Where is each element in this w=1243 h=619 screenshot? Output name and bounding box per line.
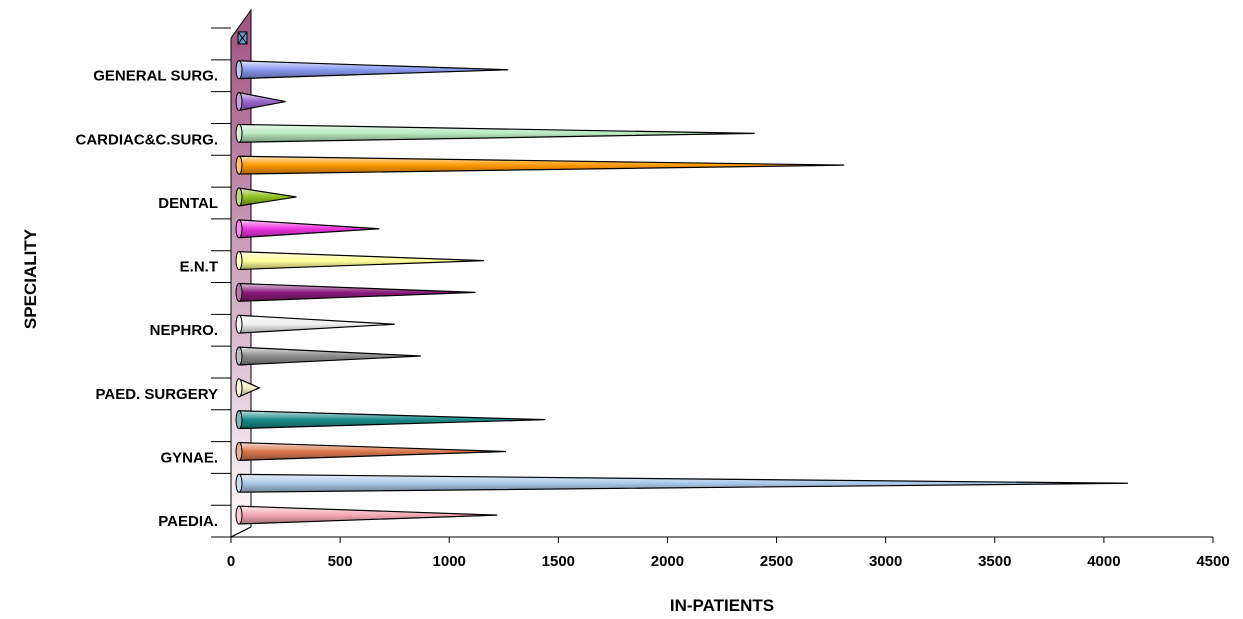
bar-cone: [238, 123, 755, 143]
x-tick-label: 3500: [978, 553, 1011, 570]
bar-base: [235, 282, 243, 302]
bar-base: [235, 187, 243, 207]
bar: [235, 410, 546, 430]
x-tick-label: 4500: [1196, 553, 1229, 570]
x-tick-label: 0: [227, 553, 235, 570]
y-category-label: PAEDIA.: [158, 513, 218, 530]
bar-base: [235, 442, 243, 461]
bar-cone: [238, 410, 546, 430]
x-tick-label: 2500: [760, 553, 793, 570]
bar: [235, 155, 845, 175]
bar-cone: [238, 155, 845, 175]
bar-base: [235, 410, 243, 430]
y-axis-title: SPECIALITY: [21, 228, 40, 329]
bar-base: [235, 314, 243, 334]
bar: [235, 314, 395, 334]
bar-cone: [238, 91, 286, 112]
bar-cone: [238, 251, 485, 271]
x-axis-title: IN-PATIENTS: [670, 596, 774, 615]
bar: [235, 219, 380, 239]
bar-cone: [238, 60, 509, 80]
bar-cone: [238, 441, 506, 461]
labels: 0 500 1000 1500 2000 2500 3000 3500 4000 4500 PAED…: [76, 68, 1230, 570]
bar: [235, 91, 286, 112]
bar-cone: [238, 282, 476, 302]
bar-base: [235, 346, 243, 366]
bar-cone: [238, 346, 421, 366]
bar-base: [235, 219, 243, 239]
bar: [235, 378, 261, 398]
bar: [235, 505, 498, 525]
bar-base: [235, 92, 243, 111]
bar: [235, 123, 755, 143]
bars: [235, 31, 1128, 525]
axes: [211, 27, 1214, 543]
y-category-label: E.N.T: [180, 259, 218, 276]
bar-cone: [238, 187, 297, 207]
y-category-label: CARDIAC&C.SURG.: [76, 131, 219, 148]
y-category-label: GYNAE.: [160, 449, 218, 466]
x-tick-label: 2000: [651, 553, 684, 570]
x-tick-label: 1500: [542, 553, 575, 570]
x-tick-label: 3000: [869, 553, 902, 570]
floor: [231, 527, 1213, 537]
bar: [235, 251, 485, 271]
bar: [235, 441, 506, 461]
bar-base: [235, 505, 243, 525]
bar-cone: [238, 219, 380, 239]
bar: [235, 346, 421, 366]
x-tick-label: 500: [328, 553, 353, 570]
bar-cone: [238, 505, 498, 525]
bar-zero-marker-line: [237, 31, 248, 45]
floor-edge: [230, 526, 252, 538]
y-category-label: DENTAL: [158, 195, 218, 212]
bar-cone: [238, 314, 395, 334]
bar: [235, 60, 509, 80]
bar: [235, 187, 297, 207]
x-tick-label: 4000: [1087, 553, 1120, 570]
bar-base: [235, 378, 243, 398]
x-tick-label: 1000: [433, 553, 466, 570]
y-category-label: GENERAL SURG.: [93, 68, 218, 85]
bar: [237, 31, 248, 45]
bar-base: [235, 251, 243, 271]
bar: [235, 282, 476, 302]
y-category-label: PAED. SURGERY: [95, 386, 218, 403]
chart-wall: [230, 8, 1213, 538]
bar-base: [235, 473, 243, 493]
bar-base: [235, 123, 243, 143]
bar-base: [235, 155, 243, 175]
bar-cone: [238, 473, 1128, 493]
bar: [235, 473, 1128, 493]
y-category-label: NEPHRO.: [150, 322, 218, 339]
bar-base: [235, 60, 243, 80]
